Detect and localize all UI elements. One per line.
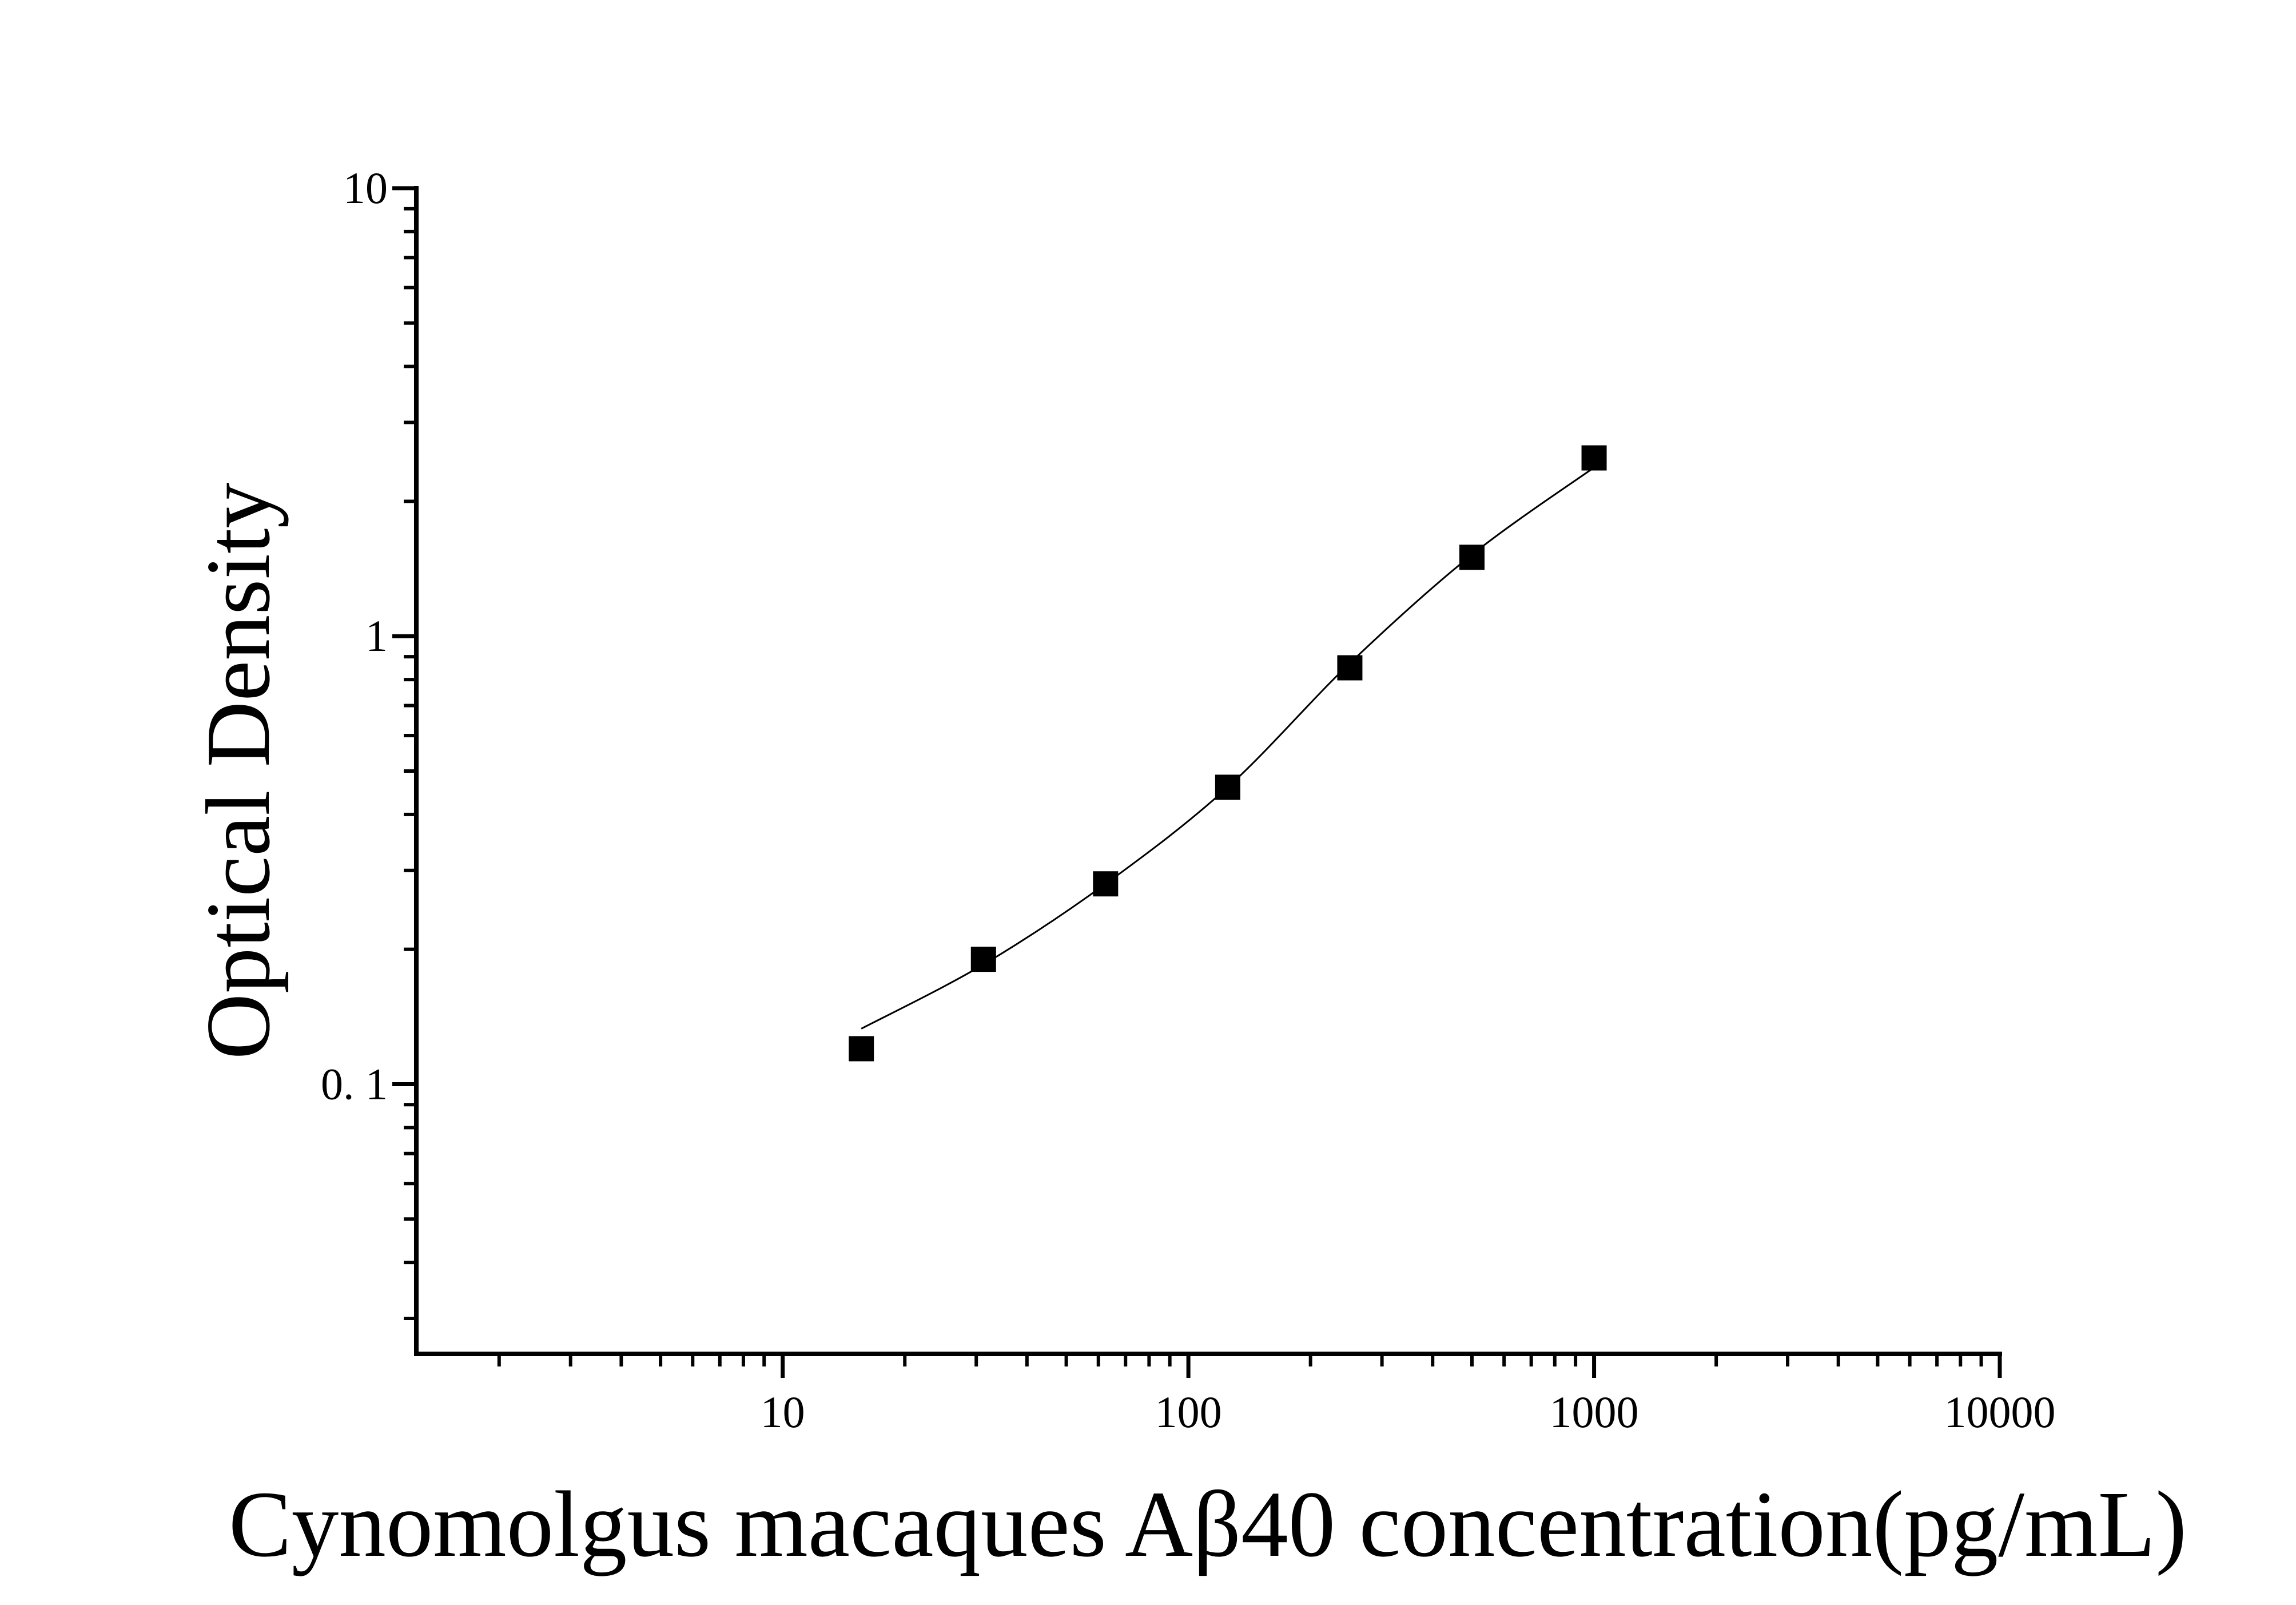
- data-point: [849, 1036, 874, 1062]
- data-point: [1581, 445, 1607, 471]
- x-axis-label: Cynomolgus macaques Aβ40 concentration(p…: [229, 1472, 2187, 1576]
- y-tick-label: 1: [365, 611, 388, 661]
- x-tick-label: 1000: [1550, 1387, 1639, 1437]
- data-point: [1215, 774, 1240, 800]
- x-tick-label: 100: [1155, 1387, 1222, 1437]
- y-tick-label: 0. 1: [321, 1059, 388, 1109]
- data-point: [1459, 545, 1485, 570]
- data-point: [970, 947, 996, 972]
- y-tick-label: 10: [343, 163, 388, 213]
- data-point: [1093, 871, 1119, 897]
- y-axis-label: Optical Density: [187, 483, 289, 1060]
- x-tick-label: 10: [761, 1387, 805, 1437]
- data-point: [1337, 655, 1363, 681]
- x-tick-label: 10000: [1944, 1387, 2056, 1437]
